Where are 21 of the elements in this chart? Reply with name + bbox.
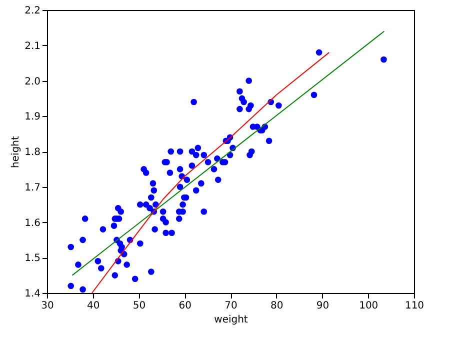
y-tick-label: 2.1 bbox=[24, 40, 40, 52]
x-tick-label: 110 bbox=[404, 300, 424, 312]
x-tick-label: 100 bbox=[359, 300, 378, 312]
x-tick-label: 70 bbox=[224, 300, 238, 312]
y-tick-label: 1.6 bbox=[24, 218, 40, 229]
x-tick-label: 50 bbox=[132, 300, 146, 312]
x-tick-label: 90 bbox=[316, 300, 330, 312]
y-tick-label: 2.0 bbox=[24, 76, 40, 88]
y-tick-label: 1.7 bbox=[24, 182, 40, 194]
y-tick-label: 2.2 bbox=[24, 6, 40, 16]
x-tick-label: 40 bbox=[87, 300, 100, 312]
x-tick-label: 60 bbox=[178, 300, 192, 312]
x-tick-label: 30 bbox=[41, 300, 54, 312]
y-tick-label: 1.9 bbox=[24, 112, 40, 123]
x-axis-title: weight bbox=[214, 314, 248, 326]
y-tick-label: 1.8 bbox=[24, 147, 40, 158]
y-tick-label: 1.5 bbox=[24, 253, 40, 264]
x-tick-label: 80 bbox=[270, 300, 284, 312]
y-axis-title: height bbox=[10, 136, 22, 168]
line-series bbox=[91, 52, 330, 294]
y-tick-label: 1.4 bbox=[24, 288, 40, 300]
